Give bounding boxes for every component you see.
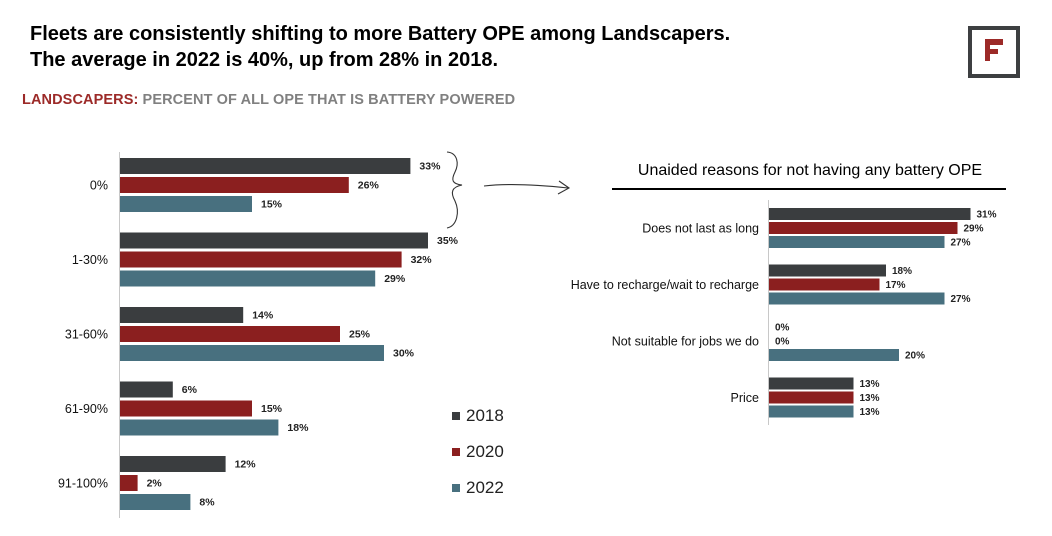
left-category-label-61-90: 61-90% [65, 402, 108, 416]
subtitle-prefix: LANDSCAPERS: [22, 92, 139, 108]
left-bar-91-100-2020 [120, 475, 138, 491]
right-bar-have-to-recharge-wait-to-recharge-2022 [769, 292, 945, 305]
right-bar-have-to-recharge-wait-to-recharge-2018 [769, 264, 886, 277]
legend-item-2020: 2020 [452, 434, 504, 470]
legend-label-2022: 2022 [466, 478, 504, 497]
headline: Fleets are consistently shifting to more… [30, 21, 730, 73]
left-value-label-0-2020: 26% [358, 180, 380, 192]
right-category-label-price: Price [731, 391, 760, 405]
legend-swatch-2018 [452, 412, 460, 420]
left-value-label-0-2022: 15% [261, 199, 283, 211]
left-value-label-31-60-2022: 30% [393, 348, 415, 360]
right-value-label-have-to-recharge-wait-to-recharge-2022: 27% [951, 294, 971, 305]
right-value-label-have-to-recharge-wait-to-recharge-2020: 17% [886, 280, 906, 291]
right-bar-not-suitable-for-jobs-we-do-2022 [769, 349, 899, 361]
left-bar-91-100-2018 [120, 456, 226, 472]
left-value-label-91-100-2020: 2% [147, 478, 163, 490]
right-bar-price-2018 [769, 377, 854, 390]
right-value-label-price-2022: 13% [860, 407, 880, 418]
left-value-label-91-100-2022: 8% [199, 497, 215, 509]
brace-icon [446, 151, 463, 229]
left-bar-1-30-2020 [120, 251, 402, 268]
subtitle-rest: PERCENT OF ALL OPE THAT IS BATTERY POWER… [142, 92, 516, 108]
legend-label-2020: 2020 [466, 442, 504, 461]
right-value-label-not-suitable-for-jobs-we-do-2018: 0% [775, 323, 790, 334]
left-bar-61-90-2022 [120, 419, 279, 436]
right-value-label-not-suitable-for-jobs-we-do-2020: 0% [775, 337, 790, 348]
left-value-label-1-30-2018: 35% [437, 235, 459, 247]
right-value-label-does-not-last-as-long-2022: 27% [951, 238, 971, 249]
left-category-label-0: 0% [90, 179, 108, 193]
right-category-label-have-to-recharge-wait-to-recharge: Have to recharge/wait to recharge [571, 278, 759, 292]
right-bar-have-to-recharge-wait-to-recharge-2020 [769, 278, 880, 291]
left-value-label-0-2018: 33% [419, 161, 441, 173]
legend-item-2018: 2018 [452, 398, 504, 434]
left-bar-0-2022 [120, 196, 252, 212]
right-value-label-does-not-last-as-long-2020: 29% [964, 224, 984, 235]
left-category-label-1-30: 1-30% [72, 253, 108, 267]
left-bar-31-60-2020 [120, 326, 340, 342]
left-value-label-31-60-2020: 25% [349, 329, 371, 341]
right-value-label-price-2020: 13% [860, 393, 880, 404]
left-category-label-31-60: 31-60% [65, 328, 108, 342]
right-chart-title-rule [612, 188, 1006, 190]
left-value-label-1-30-2022: 29% [384, 273, 406, 285]
left-bar-1-30-2018 [120, 232, 428, 249]
left-bar-31-60-2022 [120, 345, 384, 361]
legend-swatch-2022 [452, 484, 460, 492]
right-category-label-not-suitable-for-jobs-we-do: Not suitable for jobs we do [612, 335, 759, 349]
right-bar-does-not-last-as-long-2022 [769, 236, 945, 248]
left-chart-marks: 33% 26% 15% 0% 35% 32% 29% 1-30% 14% 25% 30% 31-60%… [58, 158, 459, 510]
right-value-label-not-suitable-for-jobs-we-do-2022: 20% [905, 351, 925, 362]
right-category-label-does-not-last-as-long: Does not last as long [642, 222, 759, 236]
arrow-icon [483, 183, 569, 189]
left-bar-0-2018 [120, 158, 411, 174]
right-value-label-does-not-last-as-long-2018: 31% [977, 210, 997, 221]
chart-subtitle: LANDSCAPERS: PERCENT OF ALL OPE THAT IS … [22, 92, 515, 108]
right-bar-price-2022 [769, 405, 854, 418]
right-bar-does-not-last-as-long-2020 [769, 222, 958, 234]
legend-item-2022: 2022 [452, 470, 504, 506]
left-bar-61-90-2020 [120, 400, 252, 417]
legend: 2018 2020 2022 [452, 398, 504, 506]
left-bar-0-2020 [120, 177, 349, 193]
left-bar-91-100-2022 [120, 494, 191, 510]
left-bar-31-60-2018 [120, 307, 244, 323]
left-value-label-61-90-2018: 6% [182, 384, 198, 396]
headline-line-1: Fleets are consistently shifting to more… [30, 23, 731, 45]
right-value-label-price-2018: 13% [860, 379, 880, 390]
left-value-label-31-60-2018: 14% [252, 310, 274, 322]
f-logo-icon [968, 26, 1020, 78]
left-category-label-91-100: 91-100% [58, 477, 108, 491]
left-value-label-61-90-2022: 18% [287, 422, 309, 434]
left-value-label-1-30-2020: 32% [411, 254, 433, 266]
right-chart-marks: 31% 29% 27% Does not last as long 18% 17% 27% H… [571, 208, 997, 418]
left-value-label-61-90-2020: 15% [261, 403, 283, 415]
legend-label-2018: 2018 [466, 406, 504, 425]
left-value-label-91-100-2018: 12% [235, 459, 257, 471]
arrow-head-icon [557, 180, 571, 195]
left-bar-1-30-2022 [120, 270, 376, 287]
right-chart-title: Unaided reasons for not having any batte… [637, 162, 983, 179]
left-bar-61-90-2018 [120, 381, 173, 398]
headline-line-2: The average in 2022 is 40%, up from 28% … [30, 49, 498, 71]
right-bar-price-2020 [769, 391, 854, 404]
right-bar-does-not-last-as-long-2018 [769, 208, 971, 220]
legend-swatch-2020 [452, 448, 460, 456]
right-value-label-have-to-recharge-wait-to-recharge-2018: 18% [892, 266, 912, 277]
